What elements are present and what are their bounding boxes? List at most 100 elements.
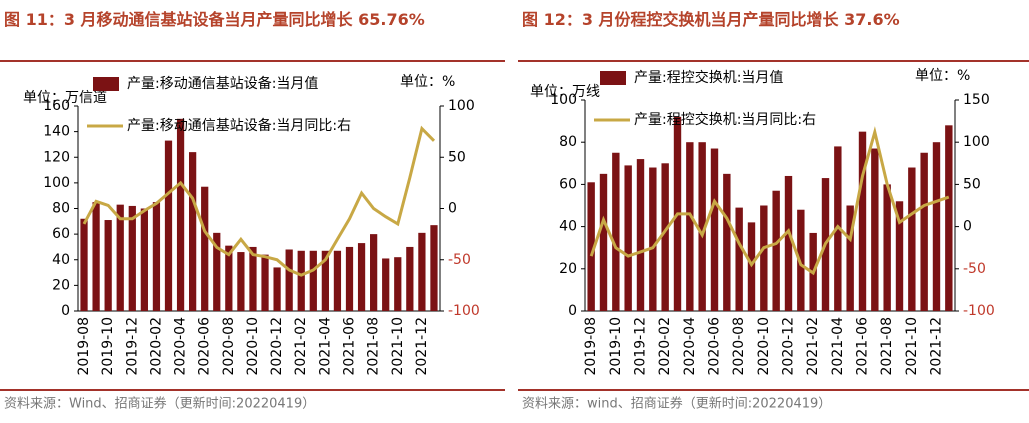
bar <box>418 232 426 311</box>
bar <box>636 159 645 311</box>
bar <box>297 250 305 311</box>
y-tick-label: 100 <box>43 175 70 191</box>
y-tick-label: 160 <box>43 98 70 114</box>
x-tick-label: 2021-02 <box>805 317 821 376</box>
x-tick-label: 2020-04 <box>682 317 698 376</box>
bar <box>225 245 233 311</box>
legend-label: 产量:移动通信基站设备:当月值 <box>127 75 318 92</box>
y2-tick-label: 50 <box>963 176 981 192</box>
rule <box>0 60 505 62</box>
x-tick-label: 2021-04 <box>830 317 846 376</box>
bar <box>895 201 904 311</box>
bar <box>649 167 657 311</box>
x-tick-label: 2021-10 <box>904 317 920 376</box>
x-tick-label: 2019-08 <box>583 317 599 376</box>
bar <box>932 142 941 311</box>
y-tick-label: 140 <box>43 124 70 140</box>
legend-swatch <box>600 71 626 85</box>
bar <box>345 246 354 311</box>
y2-tick-label: 100 <box>963 134 990 150</box>
source: 资料来源：wind、招商证券（更新时间:20220419） <box>522 396 831 412</box>
x-tick-label: 2020-12 <box>781 317 797 376</box>
y2-tick-label: 0 <box>448 201 457 217</box>
x-tick-label: 2020-02 <box>148 317 164 376</box>
bar <box>710 148 719 311</box>
bar <box>624 165 632 311</box>
x-tick-label: 2021-08 <box>879 317 895 376</box>
x-tick-label: 2020-08 <box>221 317 237 376</box>
bar <box>661 163 669 311</box>
y2-tick-label: -50 <box>448 252 471 268</box>
y2-tick-label: 0 <box>963 219 972 235</box>
rule <box>518 60 1029 62</box>
bar <box>908 167 916 311</box>
x-tick-label: 2020-04 <box>173 317 189 376</box>
x-tick-label: 2019-08 <box>76 317 92 376</box>
bar <box>587 182 595 311</box>
x-tick-label: 2021-04 <box>317 317 333 376</box>
bar <box>612 152 620 311</box>
axis-unit: 单位：万线 <box>530 84 600 100</box>
y-tick-label: 60 <box>559 176 577 192</box>
y-tick-label: 20 <box>52 277 70 293</box>
y2-tick-label: 150 <box>963 92 990 108</box>
bar <box>176 118 185 311</box>
line <box>589 126 950 276</box>
bar <box>394 257 402 311</box>
rule <box>518 389 1029 391</box>
bar <box>309 250 317 311</box>
chart-title: 图 11：3 月移动通信基站设备当月产量同比增长 65.76% <box>4 10 425 29</box>
bar <box>945 125 953 311</box>
bar <box>213 232 221 311</box>
title-text: 图 12：3 月份程控交换机当月产量同比增长 37.6% <box>522 10 900 29</box>
chart-title: 图 12：3 月份程控交换机当月产量同比增长 37.6% <box>522 10 900 29</box>
bar <box>164 140 173 311</box>
bar <box>686 142 694 311</box>
y-tick-label: 40 <box>52 252 70 268</box>
bar <box>382 258 390 311</box>
x-tick-label: 2019-10 <box>100 317 116 376</box>
x-tick-label: 2021-12 <box>414 317 430 376</box>
bar <box>772 190 780 311</box>
x-tick-label: 2020-10 <box>756 317 772 376</box>
rule <box>0 389 505 391</box>
bar <box>760 205 768 311</box>
x-tick-label: 2020-08 <box>731 317 747 376</box>
bar <box>370 234 378 311</box>
x-tick-label: 2021-06 <box>342 317 358 376</box>
bar <box>357 243 366 311</box>
bar <box>920 152 928 311</box>
bar <box>698 142 706 311</box>
x-tick-label: 2021-06 <box>855 317 871 376</box>
y2-tick-label: -100 <box>448 303 480 319</box>
y2-tick-label: 100 <box>448 98 475 114</box>
y-tick-label: 100 <box>550 92 577 108</box>
x-tick-label: 2020-06 <box>197 317 213 376</box>
bar <box>140 208 148 311</box>
bar <box>249 246 257 311</box>
x-tick-label: 2020-10 <box>245 317 261 376</box>
y-tick-label: 20 <box>559 261 577 277</box>
bar <box>273 267 281 311</box>
bar <box>261 254 269 311</box>
bar <box>846 205 854 311</box>
x-tick-label: 2021-12 <box>929 317 945 376</box>
y-tick-label: 60 <box>52 226 70 242</box>
y-tick-label: 120 <box>43 149 70 165</box>
y-tick-label: 0 <box>61 303 70 319</box>
bar <box>406 246 414 311</box>
legend-label: 产量:程控交换机:当月同比:右 <box>634 111 816 128</box>
bar <box>80 218 88 311</box>
y2-tick-label: 50 <box>448 149 466 165</box>
line <box>82 125 436 277</box>
axis-unit: 单位：万信道 <box>23 90 107 106</box>
x-tick-label: 2021-08 <box>366 317 382 376</box>
bar <box>871 148 879 311</box>
legend-swatch <box>93 77 119 91</box>
bar <box>116 204 124 311</box>
bar <box>784 175 793 311</box>
bar <box>104 220 112 311</box>
bar <box>201 186 209 311</box>
bar <box>333 250 342 311</box>
